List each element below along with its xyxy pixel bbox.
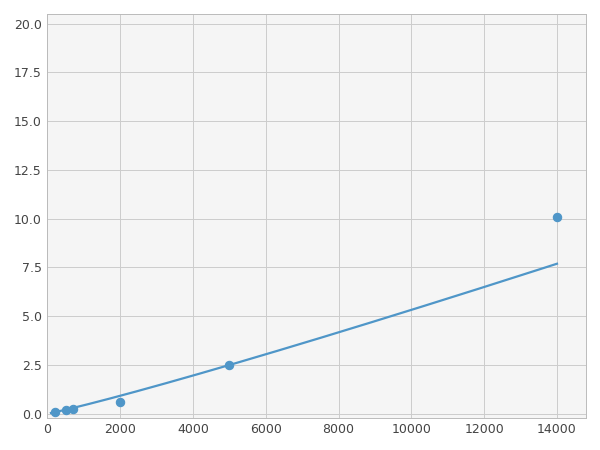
Point	[68, 405, 77, 412]
Point	[224, 361, 234, 369]
Point	[115, 398, 125, 405]
Point	[50, 408, 59, 415]
Point	[552, 213, 562, 220]
Point	[61, 406, 70, 414]
